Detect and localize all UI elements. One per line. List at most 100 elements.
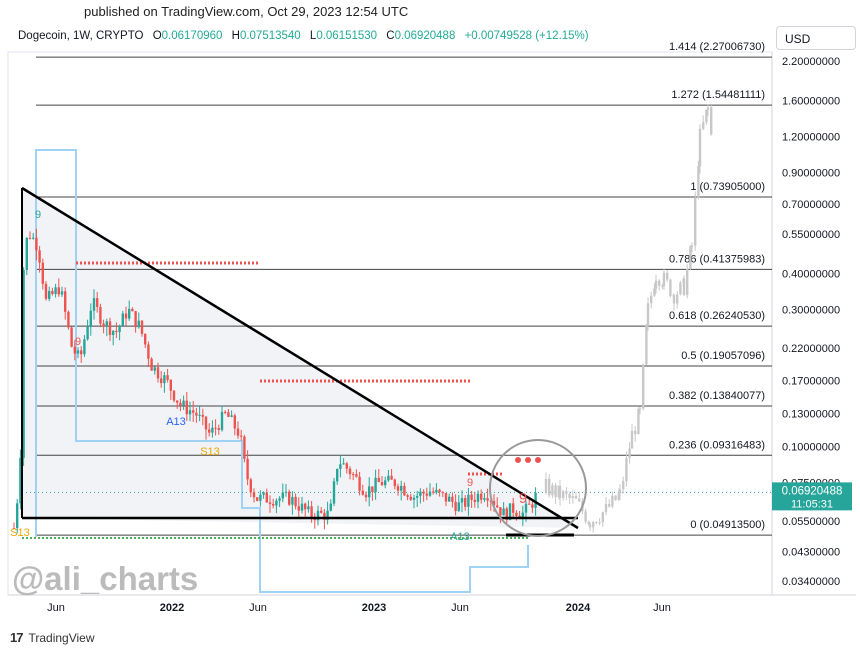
candle-body: [502, 508, 505, 516]
candle-body: [524, 503, 528, 513]
indicator-annotation: A13: [166, 416, 186, 428]
candle-body: [176, 400, 179, 403]
candle-body: [240, 435, 243, 437]
candle-body: [172, 390, 176, 401]
signal-dot: [535, 457, 541, 463]
projected-candle: [601, 512, 604, 523]
projected-candle: [584, 511, 587, 522]
projected-candle: [574, 496, 578, 499]
indicator-annotation: 9: [75, 336, 81, 348]
projected-candle: [662, 272, 666, 287]
candle-body: [67, 311, 70, 328]
candle-body: [316, 510, 320, 521]
projected-candle: [548, 478, 551, 496]
fib-level-label: 0.618 (0.26240530): [669, 310, 765, 322]
low-value: 0.06151530: [316, 30, 378, 42]
projected-candle: [706, 107, 710, 110]
candle-body: [457, 502, 460, 512]
candle-body: [307, 506, 310, 510]
price-tick-label: 0.05500000: [782, 516, 840, 528]
candle-body: [419, 491, 422, 496]
price-tick-label: 0.90000000: [782, 167, 840, 179]
projected-candle: [604, 503, 608, 513]
candle-body: [425, 493, 428, 496]
candle-body: [508, 503, 512, 521]
candle-body: [25, 237, 28, 270]
signal-dot: [515, 457, 521, 463]
candle-body: [243, 436, 246, 459]
candle-body: [422, 491, 425, 494]
candle-body: [294, 496, 297, 507]
currency-selector[interactable]: USD: [776, 26, 856, 50]
projected-candle: [611, 495, 614, 507]
candle-body: [211, 427, 214, 433]
candle-body: [336, 468, 339, 482]
candle-body: [483, 498, 486, 500]
candle-body: [105, 321, 108, 327]
candle-body: [44, 283, 48, 299]
candle-body: [288, 491, 291, 505]
candle-body: [438, 489, 441, 492]
candle-body: [112, 330, 115, 336]
fib-level-label: 1.272 (1.54481111): [671, 89, 765, 101]
projected-candle: [702, 122, 705, 129]
candle-body: [188, 410, 192, 415]
candle-body: [476, 493, 480, 502]
indicator-annotation: S13: [10, 527, 30, 539]
price-tick-label: 0.70000000: [782, 199, 840, 211]
candle-body: [163, 375, 166, 384]
candle-body: [521, 512, 524, 519]
fib-level-label: 0.786 (0.41375983): [669, 253, 765, 265]
candle-body: [339, 464, 342, 469]
fib-level-label: 0.236 (0.09316483): [669, 439, 765, 451]
projected-candle: [571, 496, 574, 498]
candle-body: [396, 486, 400, 491]
candle-body: [499, 507, 502, 516]
candle-body: [441, 491, 444, 494]
candle-body: [492, 501, 496, 506]
candle-body: [134, 311, 137, 328]
candle-body: [320, 510, 323, 513]
projected-candle: [554, 485, 557, 498]
candle-body: [361, 490, 364, 495]
projected-candle: [625, 457, 628, 482]
candle-body: [393, 479, 396, 487]
candle-body: [160, 378, 163, 384]
support-stair-line: [35, 149, 529, 593]
breakout-highlight-circle: [489, 439, 587, 537]
indicator-annotation: 9: [35, 209, 41, 221]
projected-candle: [618, 489, 622, 494]
candle-body: [454, 501, 457, 512]
candle-body: [54, 287, 57, 295]
candle-body: [249, 479, 252, 493]
candle-body: [230, 415, 233, 417]
indicator-annotation: S13: [200, 446, 220, 458]
signal-dot: [525, 457, 531, 463]
candle-body: [262, 492, 265, 495]
published-caption: published on TradingView.com, Oct 29, 20…: [84, 4, 409, 19]
countdown-timer: 11:05:31: [791, 498, 833, 510]
fib-level-label: 1.414 (2.27006730): [669, 41, 765, 53]
close-value: 0.06920488: [394, 30, 456, 42]
candle-body: [150, 358, 153, 371]
projected-candle: [672, 295, 676, 304]
candle-body: [147, 344, 150, 359]
candle-body: [32, 237, 35, 239]
candle-body: [16, 503, 19, 529]
candle-body: [236, 428, 240, 436]
fib-level-label: 0.5 (0.19057096): [681, 350, 765, 362]
close-label: C: [386, 30, 395, 42]
candle-body: [92, 298, 96, 311]
projected-candle: [697, 166, 700, 198]
candle-body: [278, 498, 281, 501]
price-tick-label: 0.03400000: [782, 576, 840, 588]
projected-candle: [592, 521, 595, 528]
candle-body: [118, 325, 121, 333]
candle-body: [505, 508, 508, 521]
candle-body: [265, 492, 268, 503]
price-tick-label: 1.60000000: [782, 96, 840, 108]
projected-candle: [587, 521, 590, 525]
projected-candle: [682, 278, 686, 296]
candle-body: [179, 402, 182, 406]
